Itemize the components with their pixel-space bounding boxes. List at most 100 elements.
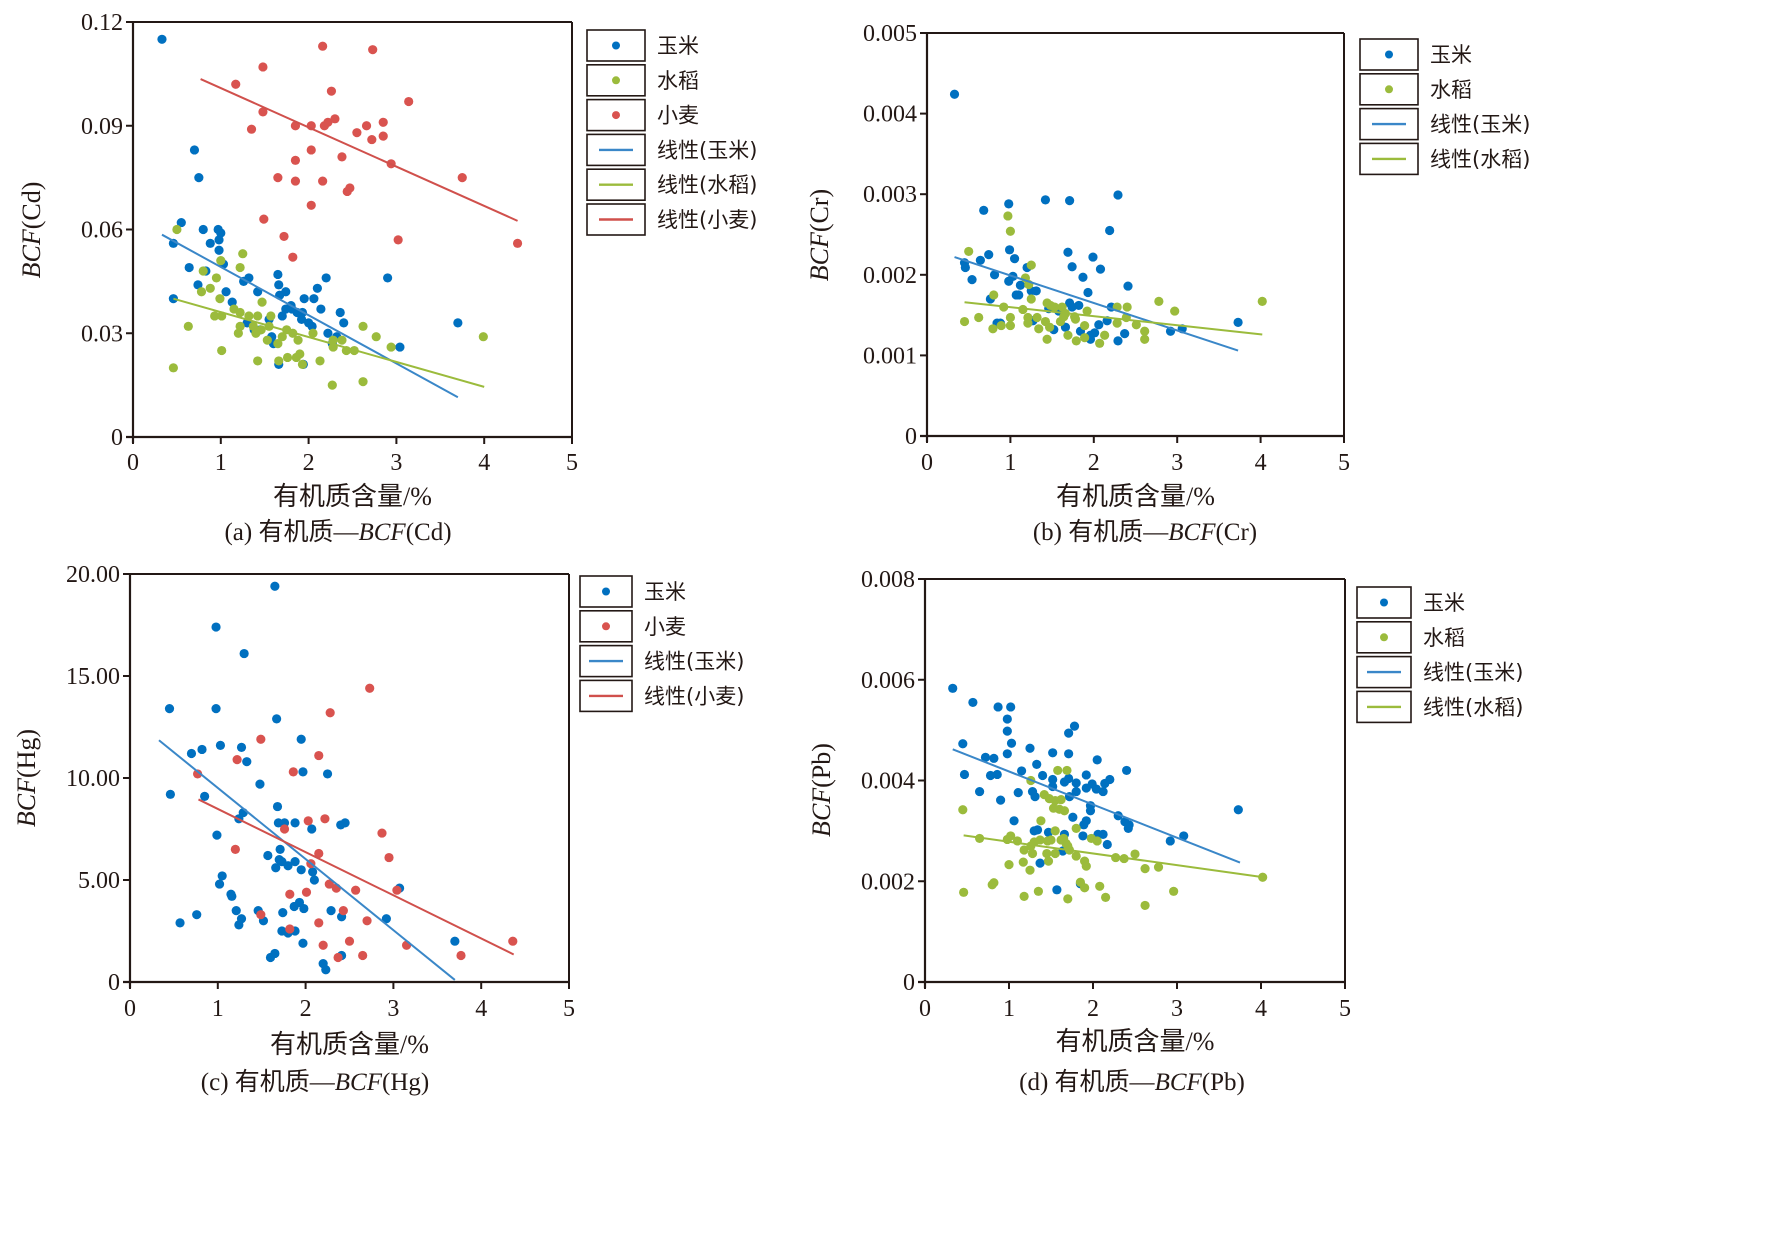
data-point [1081,770,1091,780]
data-point [371,332,381,342]
data-point [984,250,994,260]
legend-label: 线性(水稻) [1423,695,1523,719]
data-point [1081,816,1091,826]
data-point [216,256,226,266]
data-point [205,238,215,248]
legend-label: 玉米 [1430,43,1472,67]
data-point [358,950,368,961]
data-point [231,79,241,89]
y-tick-label-cr: 0 [905,424,917,450]
data-point [393,235,403,245]
data-point [1032,312,1042,323]
data-point [1046,835,1056,845]
data-point [285,924,295,934]
scatter-points-hg [164,581,518,975]
data-point [1005,320,1016,331]
legend-label: 线性(玉米) [644,650,744,674]
data-point [985,770,996,781]
data-point [316,304,326,314]
data-point [1098,786,1108,797]
y-axis-title-cd: BCF(Cd) [17,182,46,279]
data-point [1040,195,1051,205]
data-point [172,224,182,235]
data-point [262,335,272,345]
legend-marker-icon [612,76,620,85]
data-point [307,321,317,331]
data-point [377,828,387,838]
data-point [1035,858,1045,868]
data-point [456,950,466,961]
data-point [1009,254,1020,264]
data-point [1092,836,1102,846]
legend-label: 线性(玉米) [1430,113,1530,137]
data-point [306,200,316,210]
data-point [1044,322,1055,332]
data-point [211,704,221,714]
legend-marker-icon [1385,50,1393,59]
data-point [1065,196,1075,206]
data-point [221,287,231,297]
data-point [1140,864,1150,874]
data-point [282,352,293,363]
data-point [168,238,178,248]
legend-swatch-box [586,133,646,167]
data-point [1122,765,1132,776]
data-point [239,648,249,659]
x-tick-label-hg: 2 [300,996,312,1022]
data-point [508,936,518,946]
x-tick-label-pb: 1 [1003,996,1015,1022]
data-point [270,581,280,591]
y-tick-label-pb: 0.004 [861,769,915,795]
data-point [1005,226,1016,236]
data-point [1122,302,1132,312]
data-point [1025,865,1035,875]
data-point [234,920,244,930]
y-axis-title-pb: BCF(Pb) [807,743,836,837]
legend-marker-icon [602,622,610,631]
data-point [1035,835,1045,845]
x-tick-label-pb: 3 [1171,996,1183,1022]
data-point [315,356,325,366]
legend-item: 线性(小麦) [579,679,744,713]
data-point [259,214,269,224]
data-point [1014,290,1024,300]
trendline [954,256,1239,352]
data-point [274,280,284,290]
data-point [210,311,220,321]
y-axis-title-cr: BCF(Cr) [805,189,834,281]
data-point [293,335,303,345]
data-point [1071,786,1081,797]
data-point [1004,860,1014,870]
data-point [1063,330,1073,340]
panel-cr: (b) 有机质—BCF(Cr) 有机质含量/% BCF(Cr) 0 0.001 0.… [805,21,1530,546]
data-point [1063,894,1073,904]
data-point [1062,765,1072,776]
legend-item: 线性(玉米) [1356,655,1523,689]
data-point [1113,190,1123,200]
data-point [1019,845,1029,855]
data-point [233,328,243,338]
data-point [378,117,388,127]
data-point [244,311,254,321]
data-point [1100,330,1110,340]
panel-hg: (c) 有机质—BCF(Hg) 有机质含量/% BCF(Hg) 0 5.00 10.… [12,562,744,1096]
data-point [279,824,290,834]
data-point [326,86,337,96]
data-point [1038,770,1048,781]
data-point [306,145,316,155]
data-point [251,328,261,338]
legend-label: 线性(水稻) [657,173,757,197]
data-point [450,936,460,946]
data-point [263,850,273,861]
data-point [1009,816,1019,826]
data-point [258,62,268,72]
data-point [1052,885,1062,895]
data-point [1026,260,1036,270]
data-point [298,938,308,948]
legend-label: 水稻 [657,69,699,93]
data-point [1233,805,1243,815]
data-point [1140,326,1150,336]
legend-item: 线性(小麦) [586,203,757,236]
data-point [1006,831,1016,841]
legend-label: 线性(玉米) [657,138,757,162]
